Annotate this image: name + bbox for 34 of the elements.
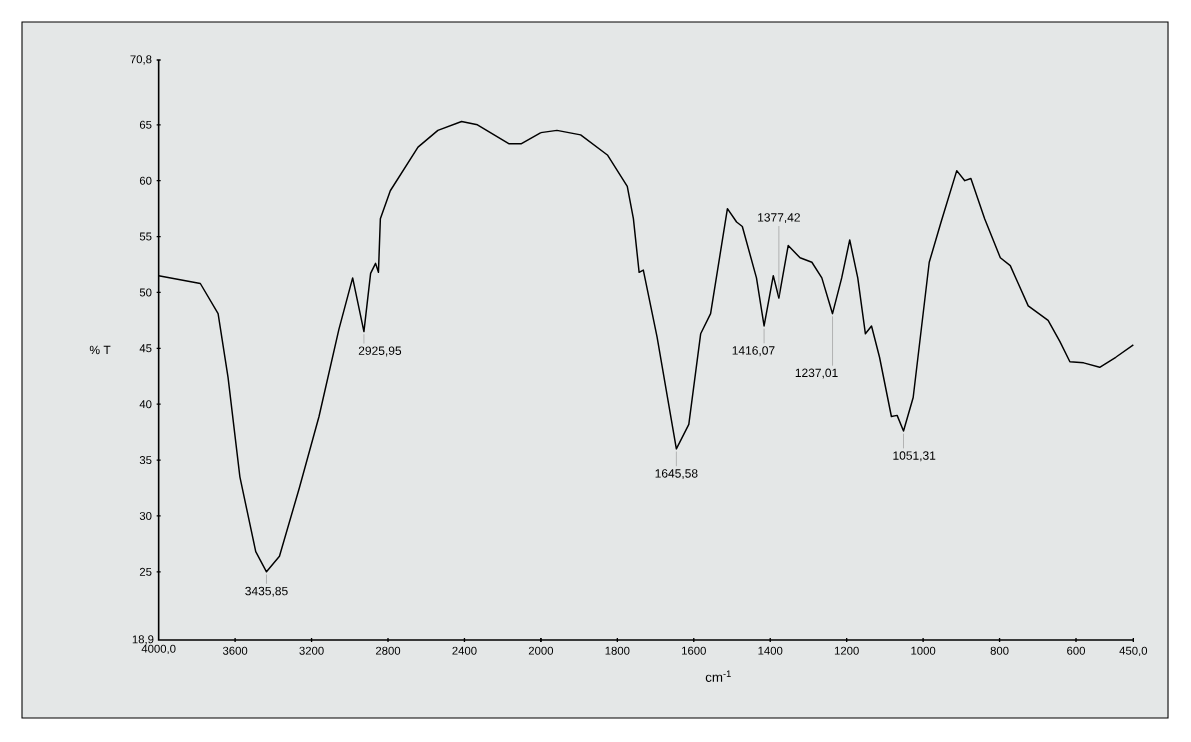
- y-tick-label: 30: [139, 511, 152, 520]
- y-tick-label: 50: [139, 288, 152, 297]
- annotation: 3435,85: [245, 586, 288, 597]
- x-tick-label: 4000,0: [141, 644, 176, 655]
- y-tick-label: 40: [139, 400, 152, 409]
- annotation: 1051,31: [893, 451, 936, 462]
- annotation: 2925,95: [358, 346, 402, 357]
- y-axis-title: % T: [89, 345, 111, 355]
- x-tick-label: 800: [990, 646, 1009, 655]
- y-tick-label: 25: [139, 567, 152, 576]
- x-tick-label: 1000: [911, 646, 936, 655]
- x-axis-title: cm$^{-1}$: [705, 670, 731, 682]
- y-tick-label: 55: [139, 232, 152, 241]
- x-tick-label: 3600: [222, 646, 248, 655]
- x-tick-label: 600: [1067, 646, 1086, 655]
- y-tick-label: 45: [139, 344, 152, 353]
- y-tick-label: 18,9: [132, 635, 154, 645]
- y-tick-label: 70,8: [130, 55, 152, 65]
- x-tick-label: 1200: [834, 646, 859, 655]
- y-tick-label: 60: [139, 176, 152, 185]
- x-tick-label: 2800: [375, 646, 401, 655]
- x-tick-label: 1800: [605, 646, 630, 655]
- annotation: 1237,01: [795, 368, 838, 379]
- x-tick-label: 3200: [299, 646, 324, 655]
- annotation: 1645,58: [655, 469, 698, 480]
- annotation: 1377,42: [758, 213, 800, 224]
- annotation: 1416,07: [732, 346, 775, 357]
- y-tick-label: 65: [139, 120, 152, 129]
- x-tick-label: 2400: [452, 646, 477, 655]
- x-tick-label: 1400: [758, 646, 783, 655]
- x-tick-label: 2000: [528, 646, 554, 655]
- y-tick-label: 35: [139, 456, 152, 465]
- x-tick-label: 1600: [682, 646, 706, 655]
- x-tick-label: 450,0: [1119, 646, 1148, 657]
